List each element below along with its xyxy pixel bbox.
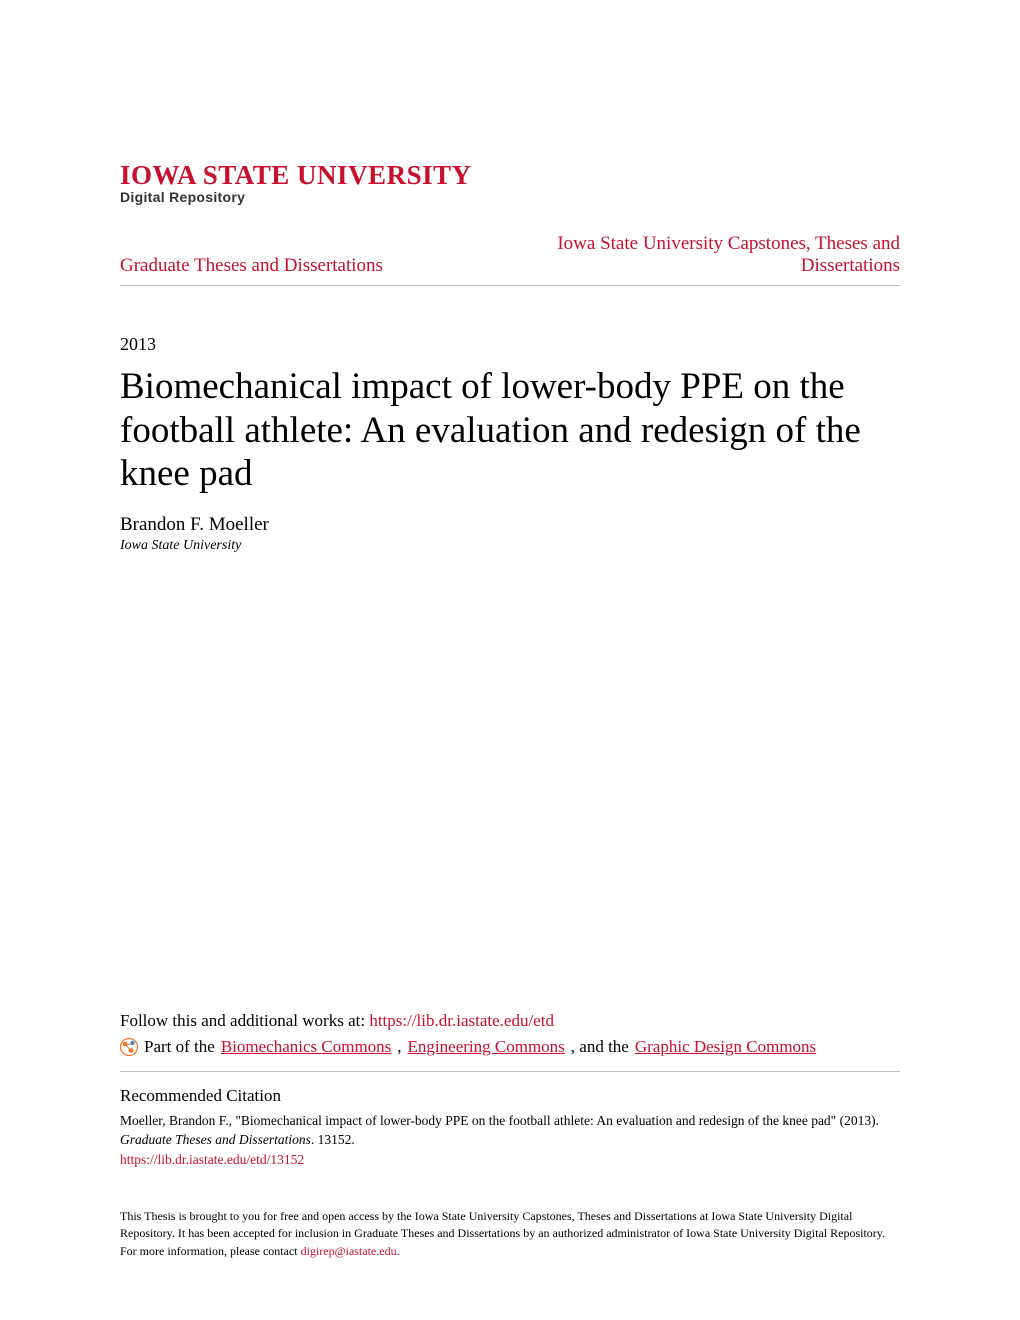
divider [120,1071,900,1072]
citation-heading: Recommended Citation [120,1086,900,1106]
footer-text-pre: This Thesis is brought to you for free a… [120,1209,885,1258]
citation-url-link[interactable]: https://lib.dr.iastate.edu/etd/13152 [120,1152,900,1168]
citation-body: Moeller, Brandon F., "Biomechanical impa… [120,1112,900,1150]
part-of-line: Part of the Biomechanics Commons, Engine… [120,1037,900,1057]
collection-link-left[interactable]: Graduate Theses and Dissertations [120,255,383,277]
follow-prefix: Follow this and additional works at: [120,1011,369,1030]
footer-text-post: . [397,1244,400,1258]
follow-works-line: Follow this and additional works at: htt… [120,1011,900,1031]
partof-prefix: Part of the [144,1037,215,1057]
publication-year: 2013 [120,334,900,355]
logo-line1: IOWA STATE UNIVERSITY [120,160,900,191]
document-title: Biomechanical impact of lower-body PPE o… [120,365,900,496]
citation-series: Graduate Theses and Dissertations [120,1132,311,1147]
commons-link-1[interactable]: Biomechanics Commons [221,1037,391,1057]
logo-line2: Digital Repository [120,189,900,205]
commons-link-3[interactable]: Graphic Design Commons [635,1037,816,1057]
vertical-spacer [120,554,900,1011]
author-name: Brandon F. Moeller [120,514,900,536]
commons-link-2[interactable]: Engineering Commons [408,1037,565,1057]
access-statement: This Thesis is brought to you for free a… [120,1208,900,1260]
collection-link-right[interactable]: Iowa State University Capstones, Theses … [540,233,900,277]
follow-url-link[interactable]: https://lib.dr.iastate.edu/etd [369,1011,554,1030]
commons-network-icon [120,1038,138,1056]
author-affiliation: Iowa State University [120,538,900,554]
collection-nav: Graduate Theses and Dissertations Iowa S… [120,233,900,286]
citation-pre: Moeller, Brandon F., "Biomechanical impa… [120,1113,879,1128]
institution-logo: IOWA STATE UNIVERSITY Digital Repository [120,160,900,205]
partof-sep1: , [397,1037,401,1057]
citation-post: . 13152. [311,1132,355,1147]
page-container: IOWA STATE UNIVERSITY Digital Repository… [0,0,1020,1320]
contact-email-link[interactable]: digirep@iastate.edu [301,1244,397,1258]
partof-sep2: , and the [571,1037,629,1057]
